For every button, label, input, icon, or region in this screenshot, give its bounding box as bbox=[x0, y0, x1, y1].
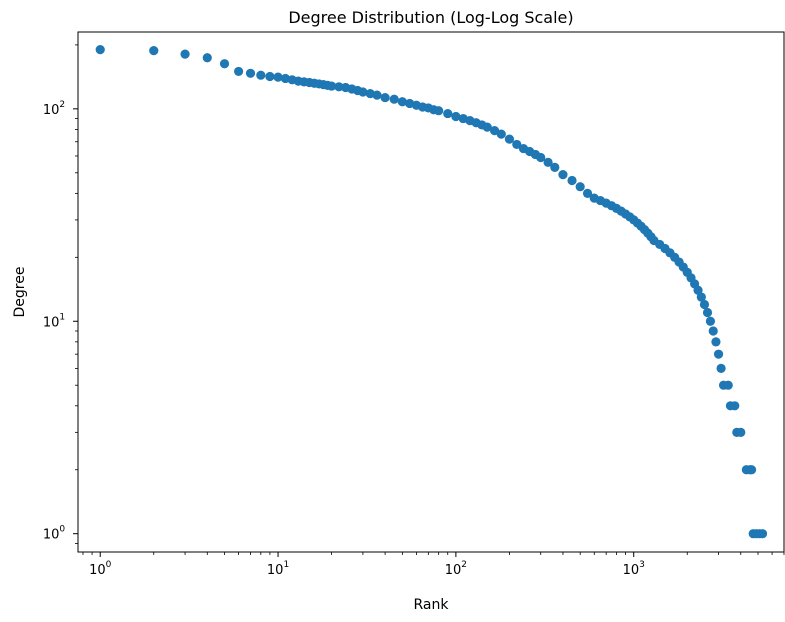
data-point bbox=[575, 182, 585, 192]
data-point bbox=[202, 53, 212, 63]
plot-frame bbox=[77, 31, 785, 553]
data-point bbox=[730, 401, 740, 411]
data-point bbox=[723, 380, 733, 390]
data-point bbox=[696, 292, 706, 302]
data-point bbox=[149, 46, 159, 56]
data-point bbox=[219, 59, 230, 69]
data-point bbox=[536, 152, 546, 163]
x-axis: 100 101 102 103 bbox=[82, 552, 785, 578]
data-point bbox=[702, 307, 713, 318]
data-point bbox=[245, 68, 256, 78]
x-tick-base: 10 bbox=[623, 563, 640, 578]
data-point bbox=[504, 134, 515, 144]
data-point bbox=[95, 45, 105, 55]
x-tick-base: 10 bbox=[445, 563, 462, 578]
data-point bbox=[708, 326, 718, 336]
data-point bbox=[713, 349, 724, 359]
data-point bbox=[372, 90, 382, 100]
x-tick-exponent: 2 bbox=[461, 560, 467, 570]
data-point bbox=[705, 316, 716, 326]
data-point bbox=[746, 465, 757, 475]
y-tick-label: 101 bbox=[43, 312, 65, 330]
data-point bbox=[582, 188, 593, 198]
data-point bbox=[716, 363, 726, 373]
y-tick-base: 10 bbox=[43, 528, 60, 543]
data-point bbox=[234, 66, 244, 77]
data-point bbox=[567, 175, 577, 186]
x-tick-base: 10 bbox=[267, 563, 284, 578]
y-tick-exponent: 1 bbox=[59, 312, 65, 322]
data-point bbox=[180, 49, 190, 59]
y-tick-exponent: 0 bbox=[59, 525, 65, 535]
data-point bbox=[389, 94, 399, 104]
x-tick-label: 102 bbox=[445, 560, 467, 578]
data-point bbox=[699, 299, 710, 310]
x-tick-base: 10 bbox=[89, 563, 106, 578]
data-point bbox=[693, 285, 703, 295]
data-point bbox=[451, 111, 461, 122]
data-point bbox=[443, 108, 453, 119]
data-point bbox=[256, 70, 266, 80]
data-point bbox=[273, 72, 283, 82]
data-point bbox=[397, 97, 407, 107]
data-point bbox=[496, 129, 506, 139]
data-point bbox=[550, 162, 560, 173]
x-tick-exponent: 1 bbox=[283, 560, 289, 570]
data-point bbox=[334, 82, 344, 92]
y-tick-base: 10 bbox=[43, 103, 60, 118]
data-point bbox=[736, 427, 746, 437]
x-tick-exponent: 3 bbox=[639, 560, 645, 570]
x-axis-label: Rank bbox=[414, 597, 450, 613]
data-point bbox=[358, 87, 368, 97]
x-tick-exponent: 0 bbox=[106, 560, 112, 570]
data-point bbox=[711, 337, 721, 347]
points-layer bbox=[95, 45, 768, 539]
y-tick-exponent: 2 bbox=[59, 100, 65, 110]
data-point bbox=[757, 529, 768, 539]
x-tick-label: 101 bbox=[267, 560, 289, 578]
x-tick-label: 100 bbox=[89, 560, 112, 578]
data-point bbox=[326, 81, 337, 91]
y-tick-label: 100 bbox=[43, 525, 66, 543]
y-tick-base: 10 bbox=[43, 315, 60, 330]
data-point bbox=[265, 71, 275, 82]
data-point bbox=[543, 157, 553, 167]
y-axis-label: Degree bbox=[12, 267, 28, 318]
data-point bbox=[558, 170, 568, 180]
data-point bbox=[434, 106, 444, 116]
data-point bbox=[512, 139, 522, 150]
chart-title: Degree Distribution (Log-Log Scale) bbox=[288, 8, 573, 27]
y-tick-label: 102 bbox=[43, 100, 65, 118]
data-point bbox=[482, 122, 492, 132]
data-point bbox=[380, 92, 390, 103]
x-tick-label: 103 bbox=[623, 560, 645, 578]
